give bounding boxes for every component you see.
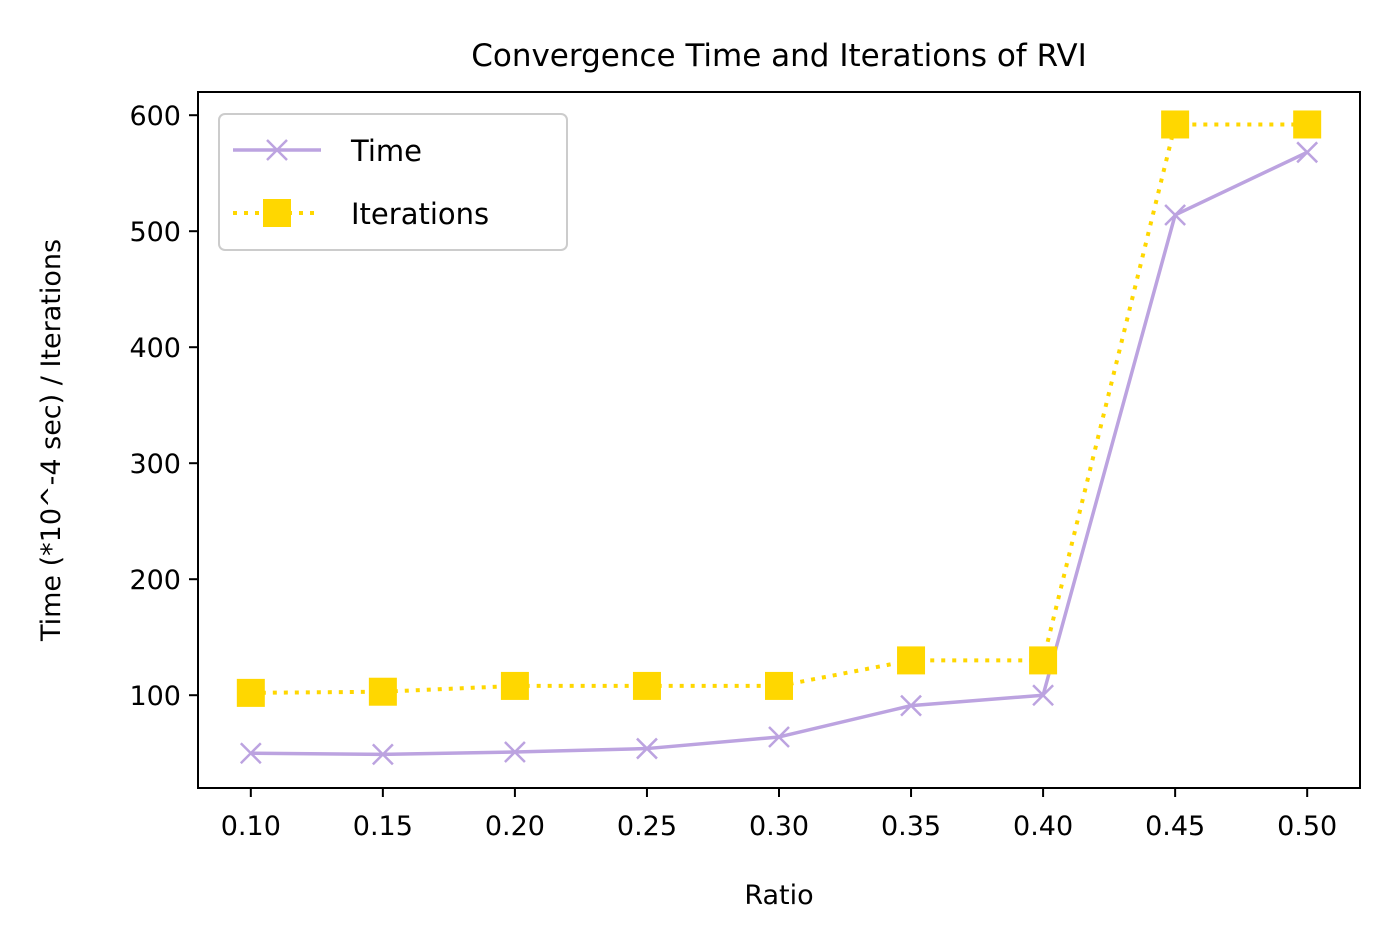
x-axis: 0.10 0.15 0.20 0.25 0.30 0.35 0.40 0.45 0.50	[221, 788, 1337, 842]
point-time-stroke-b	[1164, 204, 1187, 226]
point-time-stroke-b	[504, 741, 526, 763]
legend-marker-time-stroke-b	[266, 139, 288, 161]
legend-item-time: Time	[233, 134, 422, 168]
point-iterations	[1161, 110, 1190, 139]
y-axis-label: Time (*10^-4 sec) / Iterations	[36, 239, 67, 642]
y-tick-label: 200	[129, 565, 181, 596]
x-tick-label: 0.10	[221, 811, 281, 842]
legend: Time Iterations	[218, 113, 568, 251]
y-tick-label: 300	[129, 449, 181, 480]
point-iterations	[368, 677, 397, 706]
point-time	[636, 737, 658, 760]
legend-item-iterations: Iterations	[233, 197, 489, 231]
x-tick-label: 0.30	[749, 811, 809, 842]
point-time	[1032, 684, 1054, 707]
legend-marker-iterations	[263, 199, 291, 227]
x-axis-label: Ratio	[744, 880, 813, 911]
point-iterations	[500, 671, 529, 700]
y-tick-label: 100	[129, 681, 181, 712]
point-time	[768, 726, 790, 748]
point-iterations	[897, 646, 926, 675]
x-tick-label: 0.25	[617, 811, 677, 842]
plot-area	[197, 91, 1361, 789]
point-time	[1296, 141, 1319, 164]
point-time	[504, 741, 526, 763]
point-time	[1164, 204, 1187, 226]
point-time-stroke-b	[371, 743, 394, 766]
point-time-stroke-b	[1032, 684, 1054, 707]
legend-marker-time	[266, 139, 288, 161]
x-tick-label: 0.20	[485, 811, 545, 842]
x-tick-label: 0.50	[1277, 811, 1337, 842]
x-tick-label: 0.40	[1013, 811, 1073, 842]
series-time	[239, 141, 1319, 766]
point-time	[239, 742, 262, 765]
point-time-stroke-b	[636, 737, 658, 760]
y-tick-label: 600	[129, 101, 181, 132]
point-time-stroke-b	[768, 726, 790, 748]
series-layer	[236, 110, 1322, 766]
x-tick-label: 0.35	[881, 811, 941, 842]
point-time-stroke-b	[1296, 141, 1319, 164]
point-iterations	[236, 678, 265, 707]
x-tick-label: 0.45	[1145, 811, 1205, 842]
legend-label-iterations: Iterations	[351, 197, 489, 231]
point-time-stroke-b	[239, 742, 262, 765]
chart-title: Convergence Time and Iterations of RVI	[471, 38, 1087, 74]
legend-label-time: Time	[350, 134, 422, 168]
y-tick-label: 400	[129, 333, 181, 364]
y-tick-label: 500	[129, 217, 181, 248]
point-iterations	[1029, 646, 1058, 675]
legend-box	[218, 113, 568, 251]
point-time	[371, 743, 394, 766]
point-time-stroke-b	[900, 694, 922, 717]
point-iterations	[632, 671, 661, 700]
y-axis: 100 200 300 400 500 600	[129, 101, 198, 712]
x-tick-label: 0.15	[353, 811, 413, 842]
series-iterations	[236, 110, 1322, 707]
point-iterations	[765, 671, 793, 700]
point-iterations	[1293, 110, 1322, 139]
point-time	[900, 694, 922, 717]
